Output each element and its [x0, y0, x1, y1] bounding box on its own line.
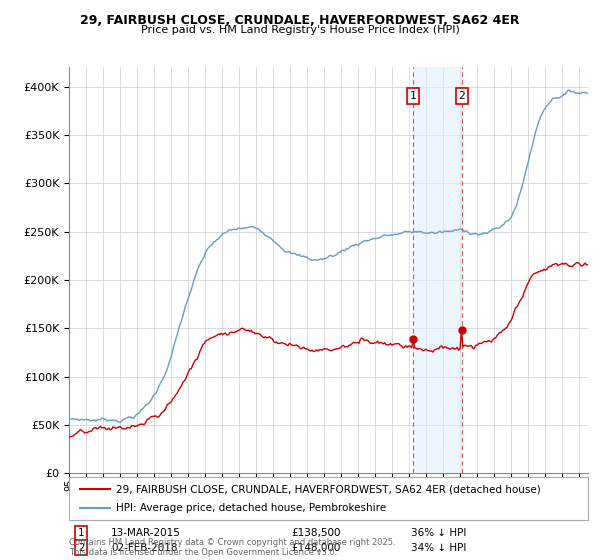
- Text: 34% ↓ HPI: 34% ↓ HPI: [411, 543, 466, 553]
- Text: 29, FAIRBUSH CLOSE, CRUNDALE, HAVERFORDWEST, SA62 4ER (detached house): 29, FAIRBUSH CLOSE, CRUNDALE, HAVERFORDW…: [116, 484, 541, 494]
- Text: 1: 1: [409, 91, 416, 101]
- Text: £138,500: £138,500: [291, 528, 341, 538]
- Text: 2: 2: [78, 543, 84, 553]
- Text: 02-FEB-2018: 02-FEB-2018: [111, 543, 178, 553]
- Text: 2: 2: [458, 91, 465, 101]
- Text: 13-MAR-2015: 13-MAR-2015: [111, 528, 181, 538]
- Text: 36% ↓ HPI: 36% ↓ HPI: [411, 528, 466, 538]
- Text: 1: 1: [78, 528, 84, 538]
- Text: Contains HM Land Registry data © Crown copyright and database right 2025.
This d: Contains HM Land Registry data © Crown c…: [69, 538, 395, 557]
- Text: HPI: Average price, detached house, Pembrokeshire: HPI: Average price, detached house, Pemb…: [116, 503, 386, 513]
- Text: 29, FAIRBUSH CLOSE, CRUNDALE, HAVERFORDWEST, SA62 4ER: 29, FAIRBUSH CLOSE, CRUNDALE, HAVERFORDW…: [80, 14, 520, 27]
- Text: Price paid vs. HM Land Registry's House Price Index (HPI): Price paid vs. HM Land Registry's House …: [140, 25, 460, 35]
- Text: £148,000: £148,000: [291, 543, 340, 553]
